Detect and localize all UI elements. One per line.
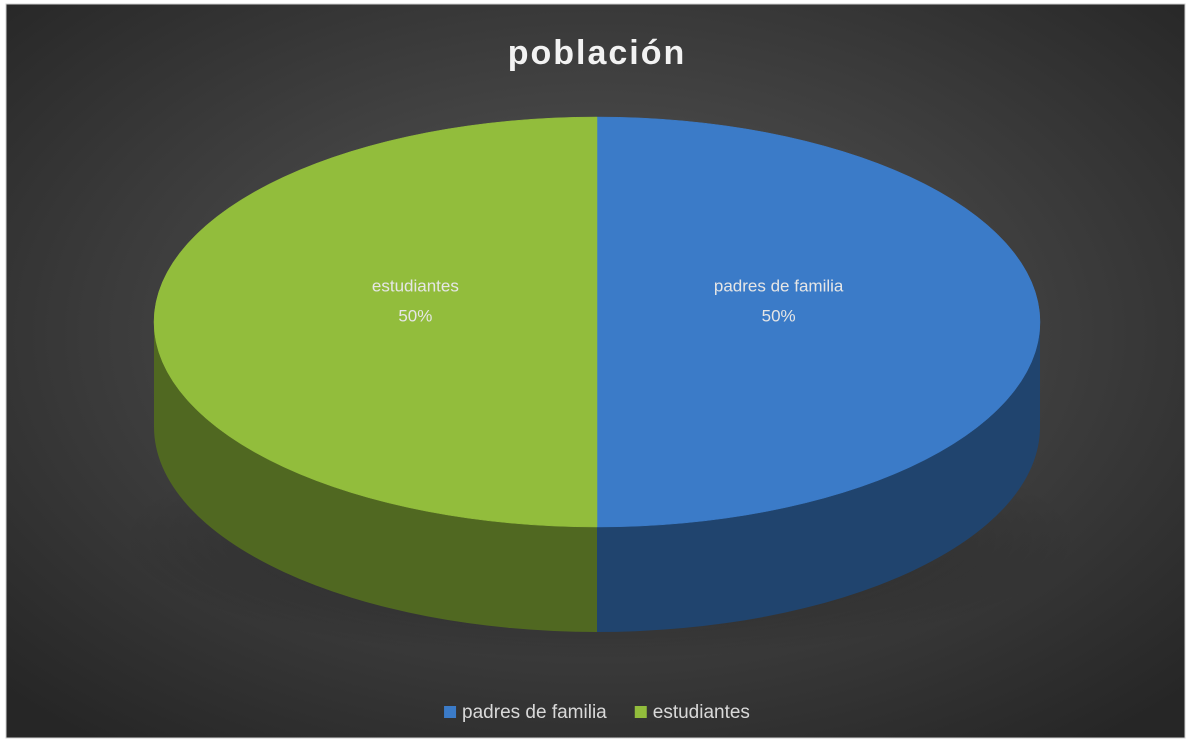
data-label-category: padres de familia (714, 276, 844, 295)
pie-slice (153, 116, 598, 528)
legend-label: padres de familia (462, 702, 607, 723)
pie: padres de familia 50% estudiantes 50% (153, 116, 1041, 632)
pie-slice-side (597, 322, 1040, 632)
pie-slice (596, 116, 1041, 528)
legend-label: estudiantes (653, 702, 750, 723)
legend-item: estudiantes (634, 702, 750, 723)
legend-swatch (444, 706, 457, 718)
legend-swatch (634, 706, 647, 718)
chart-title: población (508, 34, 687, 72)
legend: padres de familia estudiantes (444, 702, 750, 723)
legend-item: padres de familia (444, 702, 607, 723)
data-label-category: estudiantes (372, 276, 459, 295)
pie-slice-side (154, 322, 597, 632)
data-label-value: 50% (762, 306, 796, 325)
data-label-value: 50% (398, 306, 432, 325)
